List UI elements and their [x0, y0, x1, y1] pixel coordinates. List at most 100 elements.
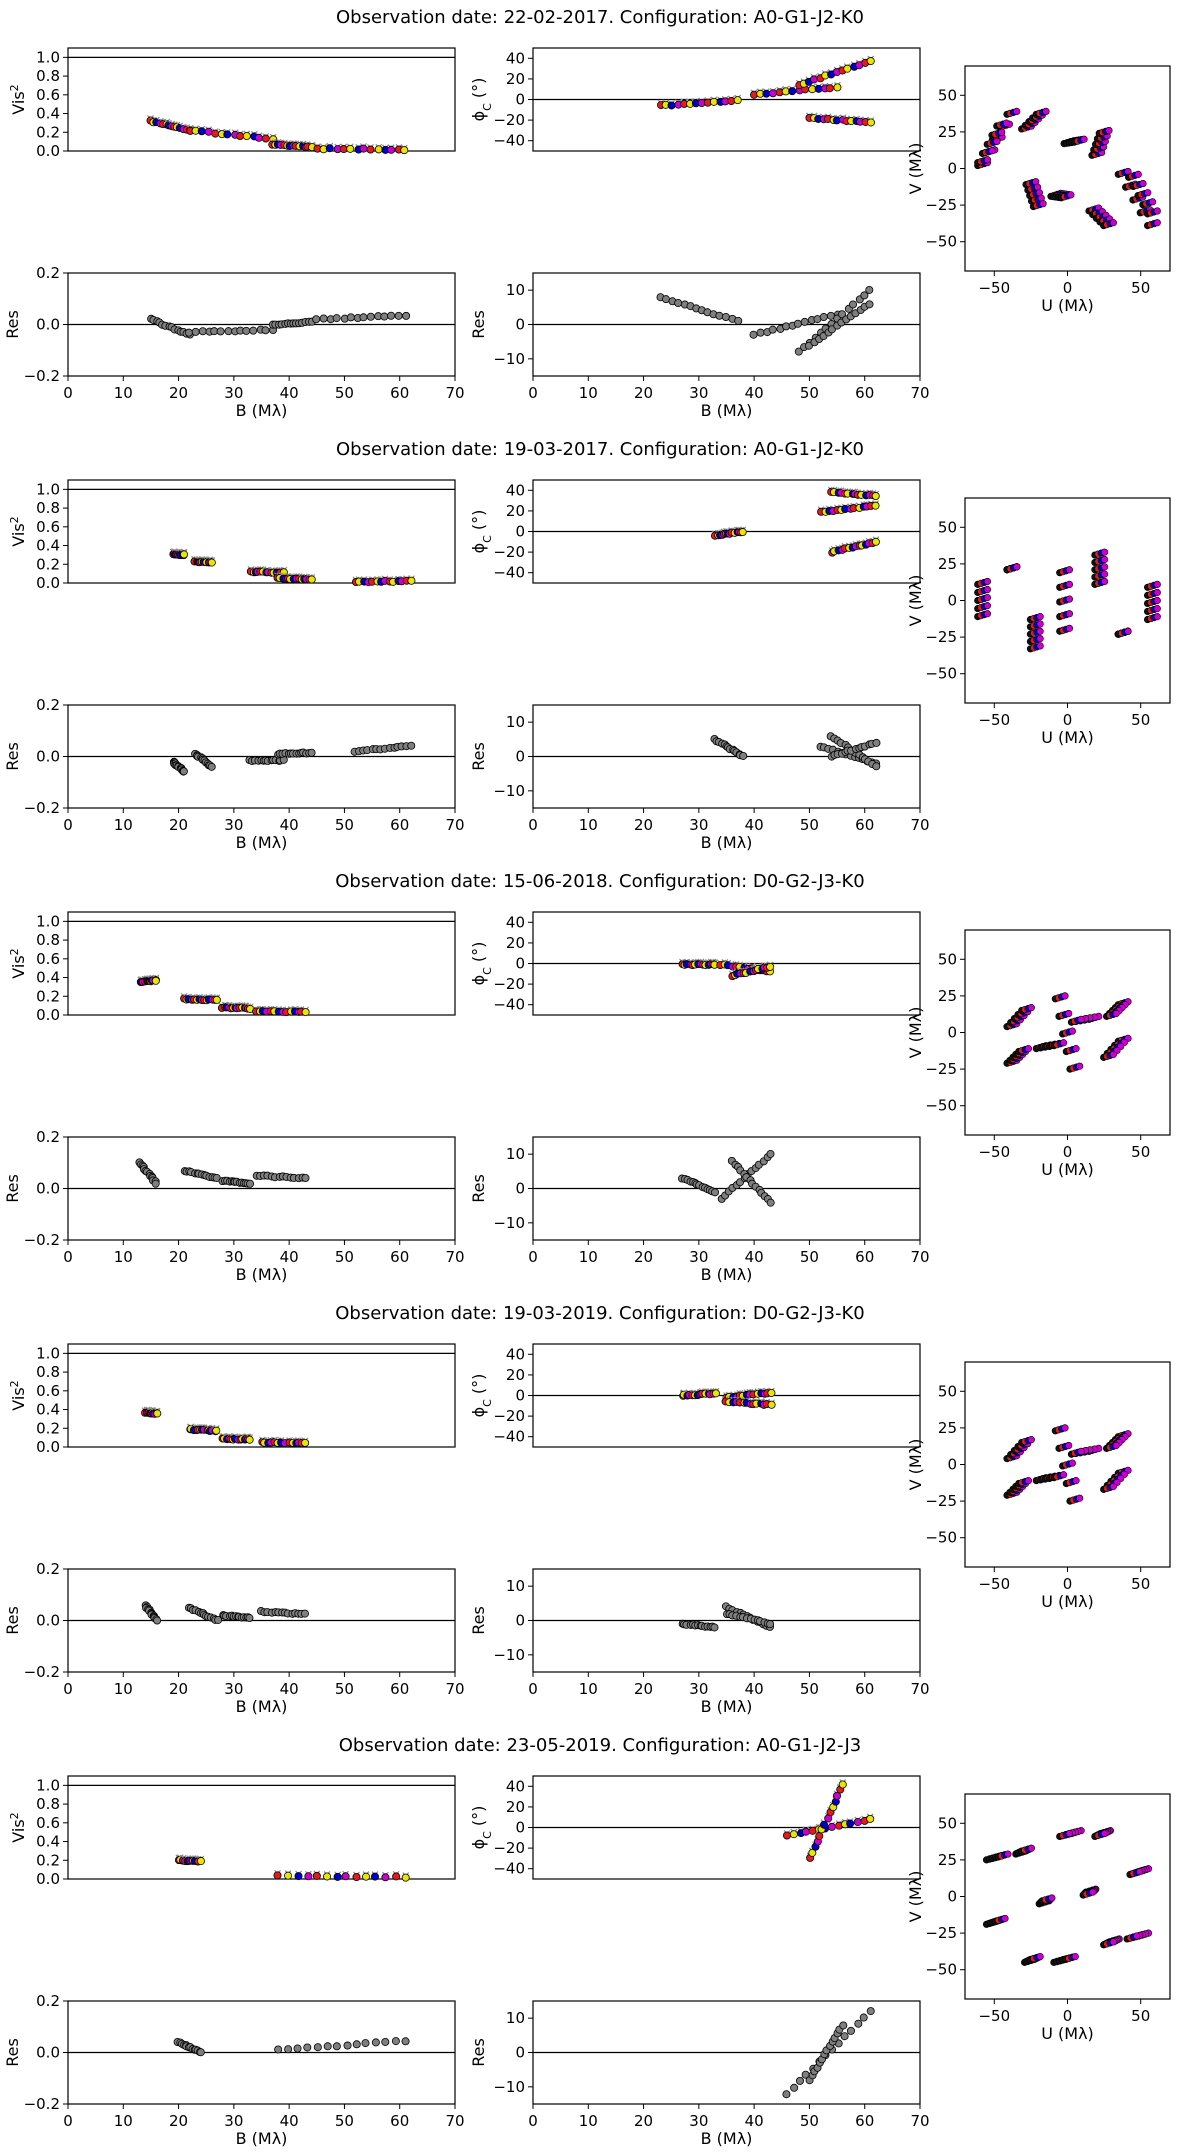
phi-res-panel-xtick-label: 0	[528, 1248, 538, 1266]
phi-res-residual-point	[854, 2019, 863, 2028]
vis2-data-point	[223, 130, 232, 139]
vis2-res-residual-point	[191, 327, 200, 336]
uv-xtick-label: 0	[1063, 1143, 1073, 1161]
vis2-res-panel-ytick-label: 0.0	[36, 1612, 60, 1630]
phi-res-residual-point	[674, 299, 683, 308]
phi-res-panel-ytick-label: 10	[506, 1145, 525, 1163]
uv-point	[1024, 1045, 1033, 1053]
phi-res-residual-point	[721, 312, 730, 321]
vis2-res-residual-point	[366, 312, 375, 321]
phi-res-residual-point	[859, 2013, 868, 2022]
uv-xtick-label: 0	[1063, 279, 1073, 297]
phi-data-point	[838, 1780, 847, 1789]
uv-point	[993, 137, 1001, 146]
vis2-res-panel-xtick-label: 70	[445, 1680, 464, 1698]
phi-res-panel-xtick-label: 70	[910, 384, 929, 402]
phi-data-point	[832, 1791, 841, 1800]
vis2-res-residual-point	[184, 328, 193, 337]
phi-res-ylabel: Res	[469, 1606, 488, 1635]
phi-panel-ytick-label: −20	[493, 1839, 525, 1857]
vis2-data-point	[370, 1872, 379, 1881]
phi-res-panel-ytick-label: 0	[515, 316, 525, 334]
phi-res-residual-point	[749, 330, 758, 339]
phi-res-panel-ytick-label: 10	[506, 1577, 525, 1595]
uv-point	[1076, 1494, 1084, 1502]
vis2-res-ylabel: Res	[3, 1606, 22, 1635]
vis2-res-panel-ytick-label: −0.2	[24, 799, 60, 817]
vis2-data-point	[366, 145, 375, 154]
phi-res-panel-xtick-label: 0	[528, 2112, 538, 2130]
uv-point	[1100, 1829, 1109, 1838]
vis2-data-point	[312, 1871, 321, 1880]
vis2-res-residual-point	[359, 313, 368, 322]
phi-data-point	[667, 101, 676, 110]
vis2-res-residual-point	[352, 2040, 361, 2049]
uv-point	[1148, 198, 1157, 206]
epoch-2: Observation date: 19-03-2017. Configurat…	[3, 439, 1171, 852]
vis2-res-residual-point	[394, 311, 403, 320]
uv-ytick-label: 25	[938, 1419, 957, 1437]
uv-point	[1068, 1027, 1076, 1035]
vis2-res-panel-ytick-label: 0.0	[36, 1180, 60, 1198]
uv-point	[1036, 627, 1044, 635]
vis2-panel-ytick-label: 0.4	[36, 1401, 60, 1419]
phi-res-panel-xtick-label: 10	[579, 384, 598, 402]
uv-point	[1134, 170, 1142, 178]
vis2-panel-ytick-label: 0.4	[36, 105, 60, 123]
vis2-res-residual-point	[313, 2043, 322, 2052]
vis2-panel-ytick-label: 1.0	[36, 912, 60, 930]
phi-panel-ytick-label: −20	[493, 1407, 525, 1425]
uv-point	[1089, 1888, 1097, 1896]
vis2-res-residual-point	[343, 2041, 352, 2050]
vis2-data-point	[294, 1872, 303, 1881]
vis2-panel-ytick-label: 0.8	[36, 1363, 60, 1381]
vis2-res-panel-ytick-label: 0.0	[36, 748, 60, 766]
vis2-res-panel-xtick-label: 40	[280, 2112, 299, 2130]
phi-res-panel-xtick-label: 30	[689, 2112, 708, 2130]
phi-res-panel-xtick-label: 50	[800, 816, 819, 834]
vis2-data-point	[401, 1873, 410, 1882]
uv-point	[998, 128, 1006, 136]
phi-data-point	[727, 97, 736, 106]
phi-xlabel: B (Mλ)	[701, 1697, 753, 1716]
phi-res-residual-point	[711, 1188, 720, 1197]
vis2-data-point	[212, 1426, 221, 1435]
vis2-data-point	[212, 995, 221, 1004]
phi-data-point	[782, 1831, 791, 1840]
vis2-res-residual-point	[216, 327, 225, 336]
vis2-res-panel-xtick-label: 10	[114, 1680, 133, 1698]
uv-point	[1048, 1894, 1056, 1902]
vis2-res-residual-point	[371, 2038, 380, 2047]
phi-res-panel-ytick-label: −10	[493, 2078, 525, 2096]
phi-res-panel-xtick-label: 60	[855, 1680, 874, 1698]
phi-panel-ytick-label: 20	[506, 502, 525, 520]
uv-xtick-label: −50	[978, 1143, 1010, 1161]
vis2-data-point	[254, 133, 263, 142]
uv-ylabel: V (Mλ)	[906, 1871, 925, 1923]
phi-res-ylabel: Res	[469, 310, 488, 339]
vis2-res-residual-point	[242, 326, 251, 335]
vis2-xlabel: B (Mλ)	[236, 1697, 288, 1716]
vis2-data-point	[352, 1873, 361, 1882]
phi-data-point	[827, 1822, 836, 1831]
uv-ytick-label: −50	[925, 1097, 957, 1115]
vis2-res-residual-point	[401, 2037, 410, 2046]
phi-res-residual-point	[872, 738, 881, 747]
uv-point	[1004, 1850, 1012, 1858]
phi-data-point	[819, 1820, 828, 1829]
phi-res-residual-point	[768, 325, 777, 334]
phi-data-point	[808, 1848, 817, 1857]
phi-data-point	[762, 89, 771, 98]
phi-res-panel-xtick-label: 40	[745, 816, 764, 834]
epoch-title: Observation date: 15-06-2018. Configurat…	[335, 871, 865, 892]
uv-xlabel: U (Mλ)	[1041, 728, 1094, 747]
vis2-data-point	[151, 976, 160, 985]
vis2-res-residual-point	[307, 748, 316, 757]
uv-ytick-label: 0	[947, 1888, 957, 1906]
vis2-res-residual-point	[303, 2043, 312, 2052]
uv-point	[1100, 577, 1109, 586]
vis2-res-panel-xtick-label: 20	[169, 384, 188, 402]
epoch-3: Observation date: 15-06-2018. Configurat…	[3, 871, 1171, 1284]
vis2-res-ylabel: Res	[3, 310, 22, 339]
